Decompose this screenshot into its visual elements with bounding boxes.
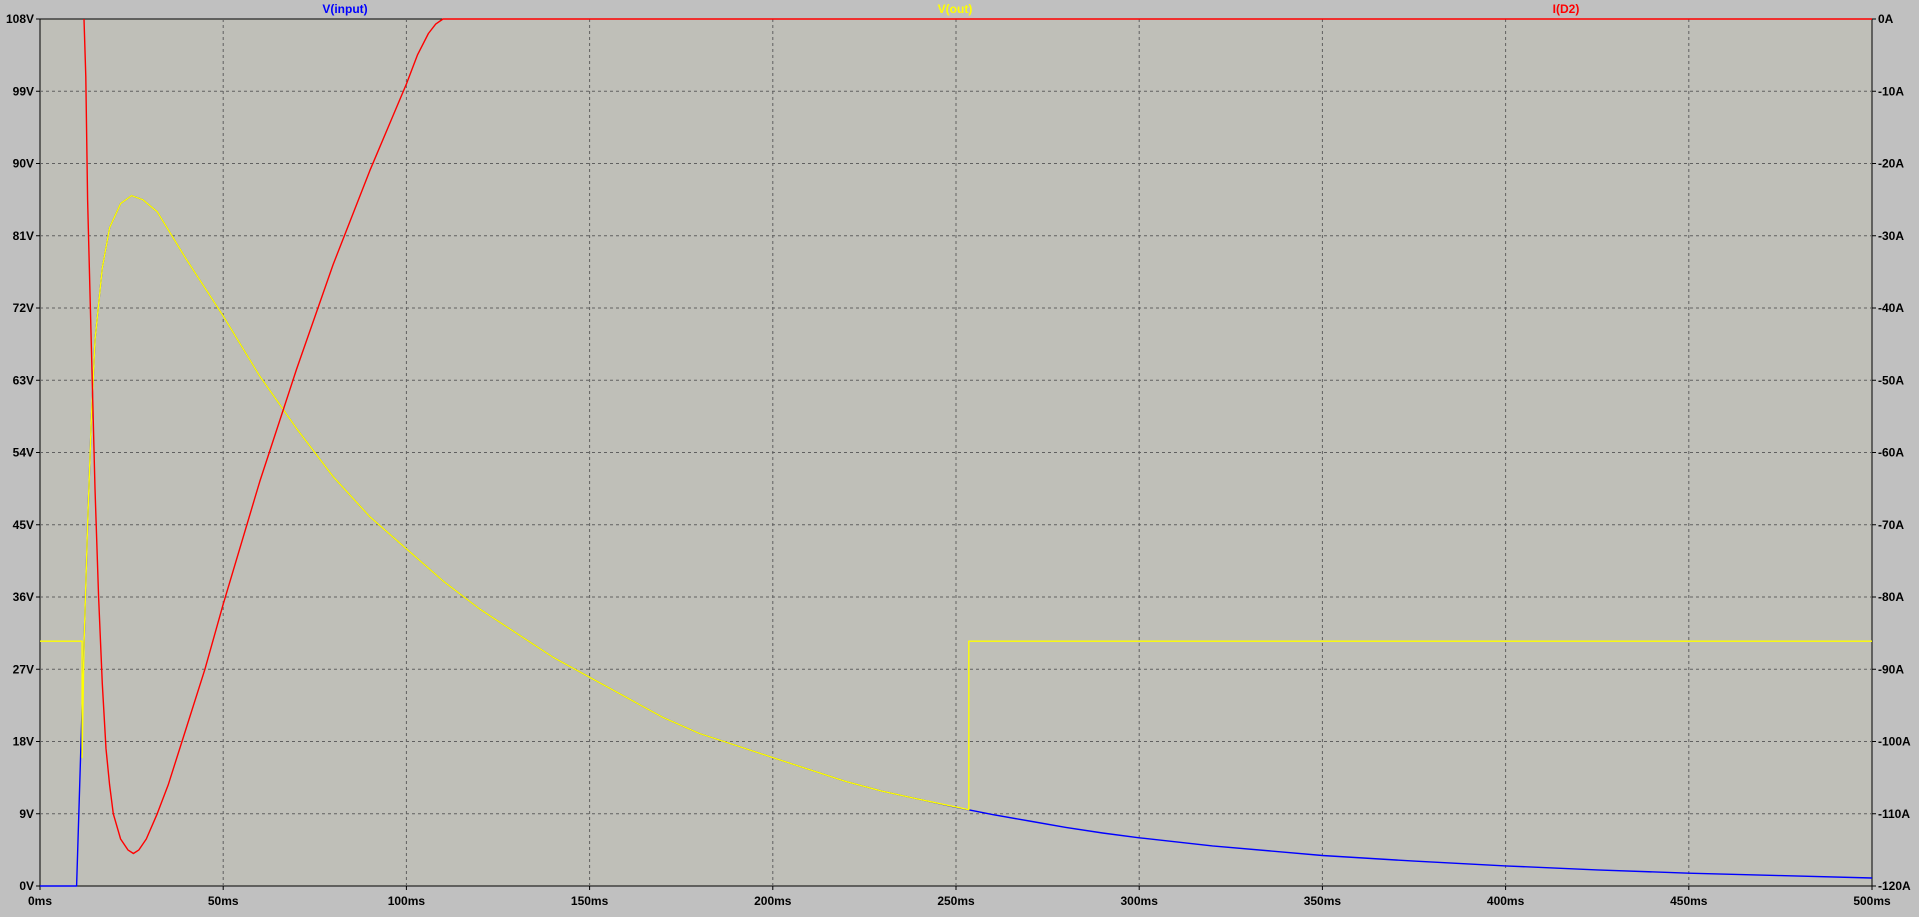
y-right-tick-label: -90A — [1878, 662, 1904, 676]
y-left-tick-label: 0V — [19, 879, 34, 893]
y-right-tick-label: -70A — [1878, 518, 1904, 532]
series-line-v-out- — [40, 194, 1872, 811]
x-tick-label: 100ms — [388, 894, 426, 908]
y-left-tick-label: 27V — [13, 662, 34, 676]
y-right-tick-label: -110A — [1878, 807, 1910, 821]
x-tick-label: 500ms — [1853, 894, 1891, 908]
y-right-tick-label: -40A — [1878, 301, 1904, 315]
x-tick-label: 300ms — [1121, 894, 1159, 908]
legend-entry: V(out) — [938, 2, 973, 16]
y-right-tick-label: 0A — [1878, 12, 1894, 26]
y-left-tick-label: 90V — [13, 157, 34, 171]
y-left-tick-label: 81V — [13, 229, 34, 243]
y-left-tick-label: 108V — [6, 12, 34, 26]
x-tick-label: 150ms — [571, 894, 609, 908]
y-left-tick-label: 54V — [13, 446, 34, 460]
y-right-tick-label: -10A — [1878, 84, 1904, 98]
legend-entry: I(D2) — [1553, 2, 1580, 16]
x-tick-label: 400ms — [1487, 894, 1525, 908]
y-left-tick-label: 9V — [19, 807, 34, 821]
x-tick-label: 0ms — [28, 894, 52, 908]
y-left-tick-label: 45V — [13, 518, 34, 532]
y-left-tick-label: 36V — [13, 590, 34, 604]
y-right-tick-label: -100A — [1878, 735, 1911, 749]
y-left-tick-label: 72V — [13, 301, 34, 315]
y-right-tick-label: -50A — [1878, 373, 1904, 387]
y-right-tick-label: -60A — [1878, 446, 1904, 460]
x-tick-label: 200ms — [754, 894, 792, 908]
y-right-tick-label: -120A — [1878, 879, 1911, 893]
x-tick-label: 350ms — [1304, 894, 1342, 908]
series-line-i-d2- — [83, 18, 1872, 855]
y-right-tick-label: -80A — [1878, 590, 1904, 604]
y-left-tick-label: 99V — [13, 84, 34, 98]
y-right-tick-label: -20A — [1878, 157, 1904, 171]
y-left-tick-label: 63V — [13, 373, 34, 387]
x-tick-label: 450ms — [1670, 894, 1708, 908]
legend-entry: V(input) — [322, 2, 367, 16]
x-tick-label: 50ms — [208, 894, 239, 908]
y-left-tick-label: 18V — [13, 735, 34, 749]
x-tick-label: 250ms — [937, 894, 975, 908]
y-right-tick-label: -30A — [1878, 229, 1904, 243]
